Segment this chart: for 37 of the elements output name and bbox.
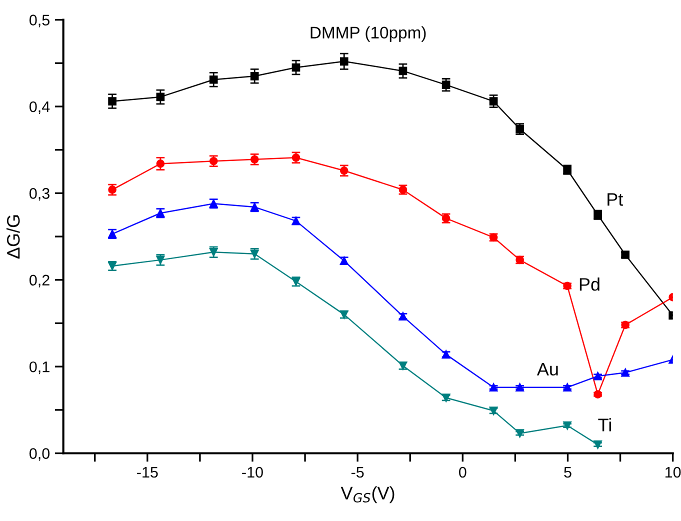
y-tick-label: 0,5: [30, 14, 50, 28]
x-tick-label: -15: [137, 467, 158, 478]
point: [489, 97, 498, 106]
point: [156, 160, 165, 168]
series-label: Pd: [580, 278, 600, 291]
x-tick-label: 0: [459, 466, 466, 478]
point: [398, 66, 408, 76]
y-tick-label: 0,0: [30, 448, 50, 461]
point: [209, 75, 218, 84]
point: [250, 72, 259, 80]
chart-title: DMMP (10ppm): [310, 26, 426, 42]
point: [621, 250, 630, 259]
point: [563, 421, 572, 430]
point: [108, 97, 116, 106]
point: [621, 368, 630, 377]
x-tick-label: 10: [665, 466, 681, 478]
point: [340, 57, 348, 66]
point: [563, 383, 572, 392]
series-label: Au: [536, 362, 558, 376]
x-axis-title: V$_{GS}$(V): [340, 486, 394, 504]
x-tick-label: -5: [351, 467, 364, 478]
y-tick-label: 0,2: [30, 274, 50, 288]
point: [489, 383, 498, 392]
y-tick-label: 0,3: [30, 188, 50, 201]
point: [292, 63, 300, 72]
y-tick-label: 0,1: [30, 361, 50, 374]
x-tick-label: -10: [242, 466, 263, 478]
y-tick-label: 0,4: [30, 101, 50, 114]
y-axis-title: ΔG/G: [6, 215, 20, 259]
point: [594, 372, 602, 380]
point: [156, 92, 165, 102]
point: [442, 80, 450, 89]
x-tick-label: 5: [564, 467, 572, 478]
series-label: Pt: [608, 193, 624, 206]
point: [516, 383, 524, 392]
series-label: Ti: [598, 418, 611, 432]
point: [594, 440, 602, 449]
